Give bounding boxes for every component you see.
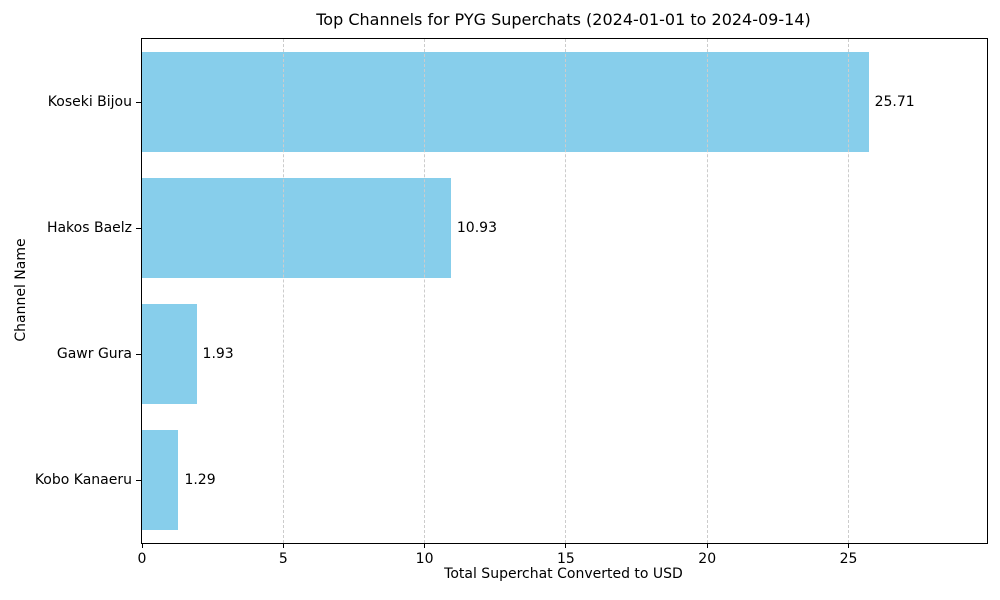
x-tick-mark	[706, 543, 708, 548]
y-tick-label: Gawr Gura	[56, 346, 132, 362]
gridline	[706, 39, 708, 543]
x-tick-label: 25	[839, 551, 858, 567]
x-tick-mark	[282, 543, 284, 548]
gridline	[565, 39, 567, 543]
y-tick-mark	[136, 101, 141, 103]
bar	[142, 51, 869, 153]
y-tick-mark	[136, 479, 141, 481]
plot-area: 25.71 Koseki Bijou 10.93 Hakos Baelz 1.93 Gaw…	[35, 38, 988, 567]
x-tick-label: 20	[698, 551, 717, 567]
bar-value-label: 25.71	[874, 94, 915, 110]
y-tick-mark	[136, 353, 141, 355]
x-tick-mark	[565, 543, 567, 548]
x-tick-mark	[424, 543, 426, 548]
gridline	[424, 39, 426, 543]
x-tick-mark	[141, 543, 143, 548]
x-tick-label: 15	[556, 551, 575, 567]
bar-value-label: 10.93	[456, 220, 497, 236]
y-tick-label: Koseki Bijou	[47, 94, 132, 110]
x-tick-mark	[848, 543, 850, 548]
bar-value-label: 1.29	[184, 472, 216, 488]
y-axis-label: Channel Name	[13, 238, 29, 342]
chart-title: Top Channels for PYG Superchats (2024-01…	[316, 10, 811, 29]
y-tick-label: Hakos Baelz	[46, 220, 132, 236]
bar-value-label: 1.93	[202, 346, 234, 362]
gridline	[282, 39, 284, 543]
bar	[142, 429, 179, 531]
x-axis-label: Total Superchat Converted to USD	[444, 566, 683, 582]
x-tick-label: 10	[415, 551, 434, 567]
x-tick-label: 5	[278, 551, 288, 567]
gridline	[848, 39, 850, 543]
bar	[142, 177, 451, 279]
y-tick-label: Kobo Kanaeru	[34, 472, 132, 488]
x-tick-label: 0	[137, 551, 147, 567]
y-tick-mark	[136, 227, 141, 229]
bar	[142, 303, 197, 405]
